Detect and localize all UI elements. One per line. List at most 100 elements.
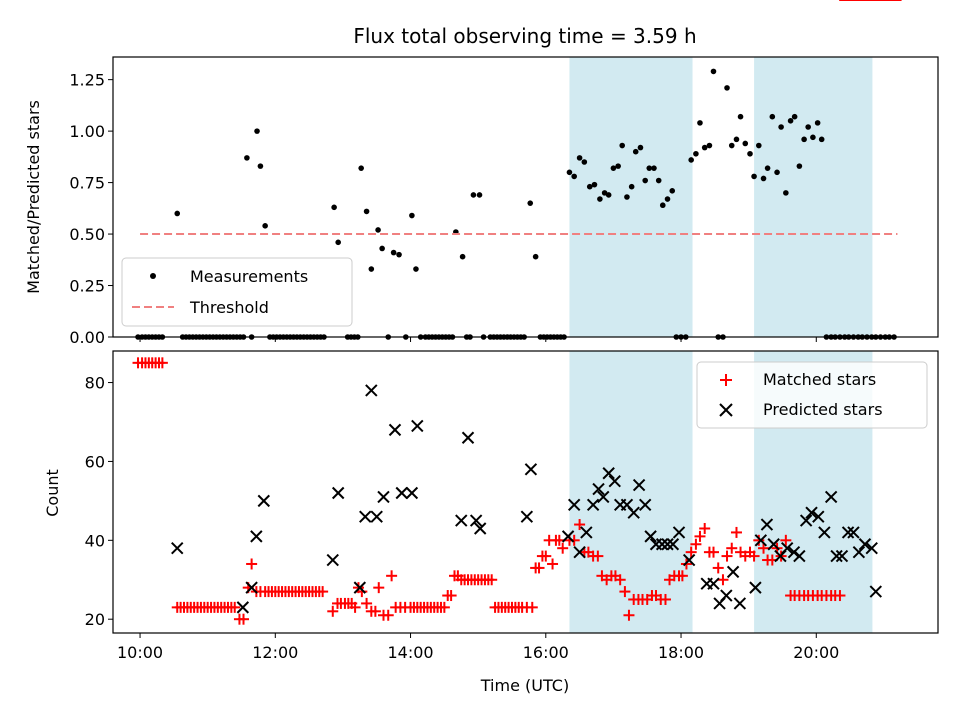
measurement-point [693, 150, 699, 157]
shaded-interval-2 [754, 57, 873, 337]
measurement-point [335, 239, 341, 246]
matched-star-point [712, 562, 724, 574]
measurement-point [697, 120, 703, 126]
measurement-point [375, 227, 381, 233]
measurement-point [413, 266, 419, 272]
matched-star-point [361, 597, 373, 609]
measurement-point [737, 113, 744, 120]
matched-star-point [356, 586, 368, 598]
predicted-star-point [353, 581, 367, 594]
measurement-point [651, 165, 657, 171]
predicted-star-point [331, 486, 345, 500]
measurement-point [814, 120, 821, 126]
measurement-point [764, 165, 771, 171]
measurement-point [724, 85, 730, 91]
bottom-y-tick-label: 20 [85, 610, 105, 629]
matched-star-point [438, 601, 450, 613]
legend-label-measurements: Measurements [190, 267, 308, 286]
matched-star-point [758, 542, 770, 554]
predicted-star-point [405, 486, 419, 500]
legend-label-matched: Matched stars [763, 370, 876, 389]
bottom-y-tick-label: 40 [85, 531, 105, 550]
measurement-point [706, 142, 713, 149]
predicted-star-point [767, 538, 780, 551]
measurement-point [619, 142, 626, 149]
predicted-star-point [805, 506, 818, 519]
predicted-star-point [847, 526, 860, 539]
predicted-star-point [787, 545, 801, 559]
matched-star-point [445, 590, 457, 602]
measurement-point [566, 169, 573, 176]
matched-star-point [540, 550, 552, 562]
matched-star-point [721, 550, 733, 562]
matched-star-point [349, 601, 361, 613]
predicted-star-point [632, 478, 646, 492]
measurement-point [760, 175, 767, 182]
bottom-y-tick-label: 60 [85, 452, 105, 471]
predicted-star-point [707, 577, 720, 590]
predicted-star-point [171, 541, 184, 555]
measurement-point [597, 196, 603, 202]
legend-dot-marker [150, 273, 156, 279]
predicted-star-point [473, 522, 487, 535]
top-panel-ylabel: Matched/Predicted stars [24, 100, 43, 294]
measurement-point [379, 245, 385, 252]
predicted-star-point [841, 526, 855, 539]
bottom-panel-legend: Matched stars Predicted stars [696, 361, 928, 429]
matched-star-point [623, 609, 635, 621]
matched-star-point [317, 586, 329, 598]
chart-title: Flux total observing time = 3.59 h [353, 24, 696, 48]
matched-star-point [574, 519, 586, 531]
measurement-point [646, 165, 653, 171]
measurement-point [751, 173, 757, 180]
x-tick-label: 16:00 [523, 643, 569, 662]
measurement-point [576, 155, 583, 161]
measurement-point [796, 163, 803, 169]
predicted-star-point [726, 565, 740, 579]
matched-star-point [619, 586, 631, 598]
predicted-star-point [365, 384, 378, 397]
legend-label-predicted: Predicted stars [763, 400, 883, 419]
measurement-point [628, 183, 635, 190]
top-y-tick-label: 0.75 [69, 174, 105, 193]
top-panel: 0.00 0.25 0.50 0.75 1.00 1.25 Matched/Predict… [24, 56, 939, 347]
matched-star-point [690, 538, 702, 550]
shaded-interval-1 [569, 351, 693, 633]
predicted-star-point [567, 498, 581, 512]
predicted-star-point [370, 510, 383, 523]
measurement-point [637, 144, 644, 151]
shaded-interval-1 [569, 57, 693, 337]
predicted-star-point [661, 538, 674, 551]
matched-stars-series [132, 0, 902, 625]
legend-x-marker [719, 403, 733, 417]
predicted-star-point [245, 581, 258, 594]
predicted-star-point [377, 490, 390, 504]
measurement-point [769, 113, 776, 120]
measurement-point [571, 173, 577, 180]
matched-star-point [699, 522, 711, 534]
measurement-point [396, 251, 402, 258]
predicted-star-point [858, 538, 872, 551]
measurement-point [810, 134, 816, 141]
predicted-star-point [793, 549, 806, 563]
predicted-star-point [682, 553, 696, 567]
matched-star-point [238, 613, 250, 625]
predicted-star-point [469, 514, 483, 527]
matched-star-point [327, 605, 339, 617]
measurement-point [778, 124, 784, 130]
matched-star-point [386, 570, 398, 582]
matched-star-point [369, 605, 381, 617]
matched-star-point [753, 534, 765, 546]
measurement-point [728, 142, 735, 149]
measurement-point [581, 159, 588, 165]
measurement-point [358, 165, 364, 171]
matched-star-point [533, 562, 545, 574]
top-y-tick-label: 1.25 [69, 71, 105, 90]
bottom-panel-ylabel: Count [43, 469, 62, 517]
matched-star-point [659, 593, 671, 605]
predicted-star-point [395, 486, 408, 500]
predicted-star-point [799, 514, 813, 527]
measurement-point [262, 223, 268, 229]
predicted-stars-series [171, 384, 882, 614]
